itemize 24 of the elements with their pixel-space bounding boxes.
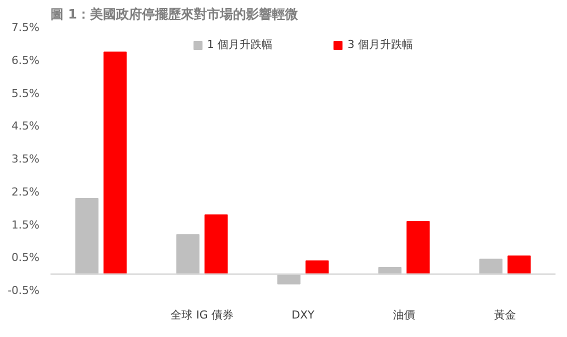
bar — [479, 258, 502, 275]
y-tick-label: 7.5% — [12, 21, 40, 34]
legend-label: 3 個月升跌幅 — [348, 37, 413, 52]
x-tick-label: 黃金 — [494, 308, 516, 322]
x-tick-label: 全球 IG 債券 — [170, 308, 234, 322]
bar — [406, 220, 430, 275]
bar — [75, 198, 98, 275]
bar — [104, 52, 127, 275]
y-tick-label: 4.5% — [12, 120, 40, 133]
bar — [508, 255, 531, 275]
chart-title: 圖 1：美國政府停擺歷來對市場的影響輕微 — [50, 6, 300, 22]
legend-label: 1 個月升跌幅 — [207, 37, 272, 52]
x-tick-label: 油價 — [393, 308, 415, 322]
y-tick-label: 6.5% — [12, 54, 40, 67]
bar — [306, 260, 329, 275]
y-tick-label: 0.5% — [12, 251, 40, 264]
bar — [204, 214, 228, 275]
y-tick-label: 2.5% — [12, 185, 40, 198]
x-tick-label: DXY — [292, 308, 315, 322]
y-tick-label: -0.5% — [8, 284, 40, 297]
y-tick-label: 3.5% — [12, 152, 40, 166]
y-tick-label: 5.5% — [12, 86, 40, 100]
y-tick-label: 1.5% — [12, 218, 40, 232]
bar — [176, 234, 200, 275]
